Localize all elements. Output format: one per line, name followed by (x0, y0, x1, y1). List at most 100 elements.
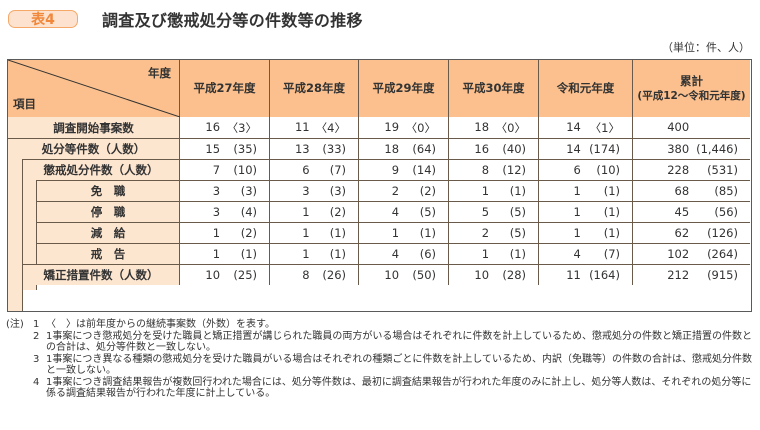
column-header-h30: 平成30年度 (449, 60, 539, 117)
cell-persons: (2) (329, 205, 346, 219)
cell-count: 11 (294, 120, 310, 134)
cell-count: 18 (474, 120, 490, 134)
cell-count: 2 (391, 184, 400, 198)
table-cell: 8 (12) (449, 159, 539, 180)
cell-persons: (5) (509, 226, 526, 240)
cell-persons: (10) (596, 163, 620, 177)
cell-count: 18 (384, 142, 400, 156)
cell-count: 4 (391, 247, 400, 261)
header-corner-cell: 年度 項目 (8, 60, 180, 117)
table-cell: 14 〈1〉 (539, 117, 633, 138)
table-cell: 7 (10) (180, 159, 270, 180)
cell-persons: (1) (603, 226, 620, 240)
cell-count: 8 (481, 163, 490, 177)
cell-persons: (10) (233, 163, 257, 177)
cell-count: 10 (474, 268, 490, 282)
cell-persons: (40) (502, 142, 526, 156)
cell-count: 8 (302, 268, 310, 282)
table-cell: 13 (33) (270, 138, 359, 159)
table-cell: 1 (1) (539, 222, 633, 243)
table-cell: 212 (915) (633, 264, 750, 285)
table-cell: 6 (10) (539, 159, 633, 180)
table-cell: 1 (1) (359, 222, 449, 243)
cell-count: 5 (481, 205, 490, 219)
table-cell: 1 (1) (270, 243, 359, 264)
table-cell: 102 (264) (633, 243, 750, 264)
statistics-table: 年度 項目 平成27年度 平成28年度 平成29年度 平成30年度 令和元年度 … (7, 59, 752, 312)
column-header-r1: 令和元年度 (539, 60, 633, 117)
table-cell: 18 〈0〉 (449, 117, 539, 138)
cell-persons: 〈1〉 (589, 121, 620, 135)
cell-persons: (174) (589, 142, 620, 156)
cell-persons: (1) (509, 184, 526, 198)
footnote-3: 3 1事案につき異なる種類の懲戒処分を受けた職員がいる場合はそれぞれの種類ごとに件… (33, 353, 753, 377)
table-cell: 6 (7) (270, 159, 359, 180)
cell-persons: 〈0〉 (495, 121, 526, 135)
cell-count: 1 (212, 226, 221, 240)
table-cell: 1 (1) (449, 243, 539, 264)
cell-persons: (915) (707, 268, 738, 282)
table-cell: 11 〈4〉 (270, 117, 359, 138)
cell-persons: (28) (502, 268, 526, 282)
table-cell: 18 (64) (359, 138, 449, 159)
column-header-total: 累計 (平成12～令和元年度) (633, 60, 750, 117)
indent-level-1 (8, 138, 23, 311)
table-cell: 380 (1,446) (633, 138, 750, 159)
table-cell: 16 〈3〉 (180, 117, 270, 138)
table-cell: 2 (2) (359, 180, 449, 201)
indent-level-2b (23, 180, 37, 290)
cell-persons: (1) (603, 205, 620, 219)
corner-item-label: 項目 (13, 97, 36, 111)
cell-count: 1 (212, 247, 221, 261)
footnote-4: 4 1事案につき調査結果報告が複数回行われた場合には、処分等件数は、最初に調査結果… (33, 376, 752, 400)
cell-count: 1 (573, 184, 581, 198)
cell-count: 2 (481, 226, 490, 240)
cell-persons: (1) (419, 226, 436, 240)
cell-count: 13 (294, 142, 310, 156)
cell-count: 1 (302, 247, 310, 261)
cell-count: 3 (212, 184, 221, 198)
cell-count: 16 (474, 142, 490, 156)
cell-persons: (1,446) (696, 142, 738, 156)
cell-persons: 〈4〉 (315, 121, 346, 135)
row-label-pay-cut: 減 給 (37, 222, 180, 243)
row-label-corrective-count: 矯正措置件数（人数） (23, 264, 180, 285)
cell-persons: (35) (233, 142, 257, 156)
cell-count: 6 (573, 163, 581, 177)
cell-count: 4 (391, 205, 400, 219)
table-cell: 62 (126) (633, 222, 750, 243)
cell-persons: (12) (502, 163, 526, 177)
cell-persons: (50) (412, 268, 436, 282)
table-cell: 1 (1) (180, 243, 270, 264)
column-header-h28: 平成28年度 (270, 60, 359, 117)
cell-count: 3 (212, 205, 221, 219)
cell-persons: (14) (412, 163, 436, 177)
footnotes: (注) 1 〈 〉は前年度からの継続事案数（外数）を表す。 2 1事案につき懲戒処分を… (6, 319, 754, 400)
table-cell: 10 (28) (449, 264, 539, 285)
table-cell: 19 〈0〉 (359, 117, 449, 138)
cell-persons: (85) (714, 184, 738, 198)
table-cell: 45 (56) (633, 201, 750, 222)
cell-persons: 〈3〉 (226, 121, 257, 135)
cell-count: 212 (667, 268, 690, 282)
cell-persons: (25) (233, 268, 257, 282)
cell-count: 10 (205, 268, 221, 282)
cell-count: 15 (205, 142, 221, 156)
corner-year-label: 年度 (148, 66, 171, 80)
cell-persons: (7) (329, 163, 346, 177)
cell-count: 14 (566, 142, 581, 156)
row-label-investigations-started: 調査開始事案数 (8, 117, 180, 138)
table-cell: 15 (35) (180, 138, 270, 159)
row-label-disciplinary-count: 懲戒処分件数（人数） (23, 159, 180, 180)
table-number-badge: 表4 (8, 10, 78, 28)
cell-count: 102 (667, 247, 690, 261)
cell-persons: (56) (714, 205, 738, 219)
table-cell: 5 (5) (449, 201, 539, 222)
table-cell: 4 (5) (359, 201, 449, 222)
cell-persons: (126) (707, 226, 738, 240)
cell-persons: (1) (329, 226, 346, 240)
cell-count: 4 (573, 247, 581, 261)
table-title-row: 表4 調査及び懲戒処分等の件数等の推移 (8, 8, 363, 30)
table-cell: 3 (3) (270, 180, 359, 201)
cell-count: 3 (302, 184, 310, 198)
